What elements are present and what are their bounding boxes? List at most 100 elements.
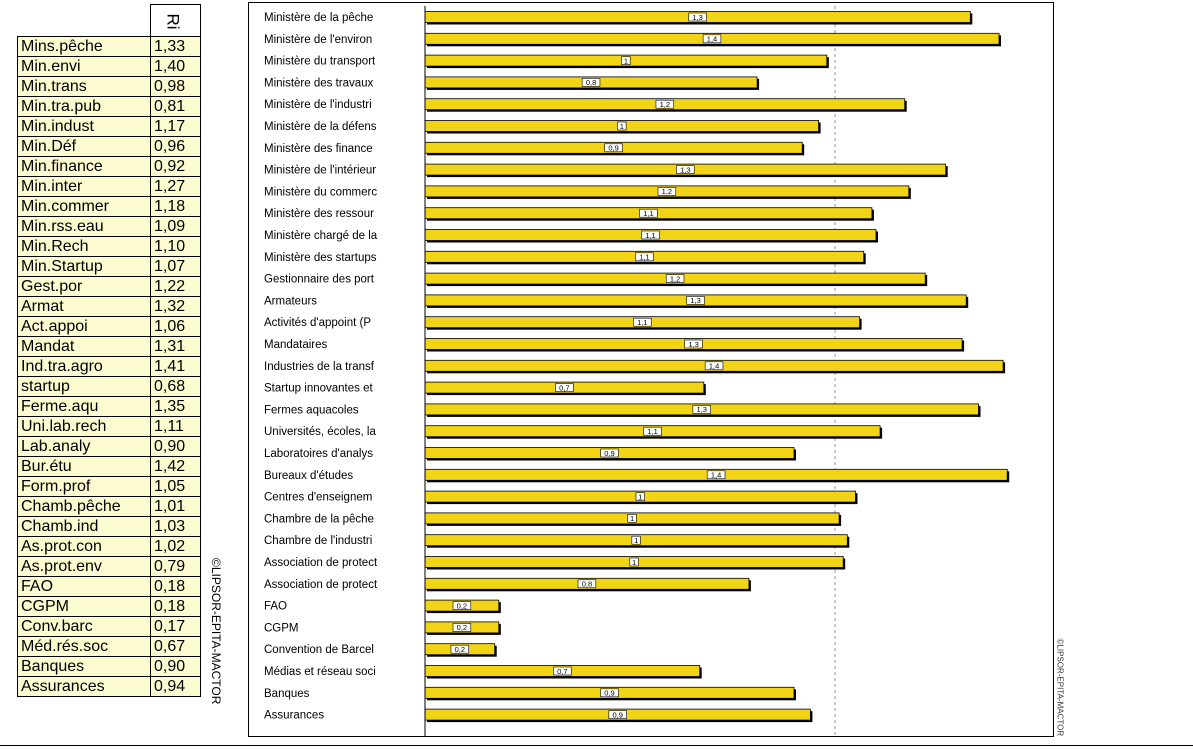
ri-actor-value: 1,22 <box>150 276 201 297</box>
ri-table-row: startup 0,68 <box>17 376 201 397</box>
category-label: Chambre de l'industri <box>264 535 372 547</box>
ri-actor-name: Min.Rech <box>17 236 151 257</box>
watermark-right: ©LIPSOR-EPITA-MACTOR <box>1045 638 1075 740</box>
ri-actor-name: CGPM <box>17 596 151 617</box>
category-label: Ministère de la défens <box>264 121 377 133</box>
ri-actor-value: 1,35 <box>150 396 201 417</box>
ri-table-row: Bur.étu 1,42 <box>17 456 201 477</box>
data-label-box <box>633 317 652 327</box>
ri-actor-value: 1,42 <box>150 456 201 477</box>
ri-actor-name: Gest.por <box>17 276 151 297</box>
ri-actor-value: 0,79 <box>150 556 201 577</box>
category-label: Ministère de la pêche <box>264 12 373 24</box>
ri-actor-name: Assurances <box>17 676 151 697</box>
data-label-box <box>635 252 654 262</box>
ri-actor-value: 0,67 <box>150 636 201 657</box>
ri-table-row: Min.inter 1,27 <box>17 176 201 197</box>
data-label-box <box>553 666 572 676</box>
data-label: 1,3 <box>697 405 707 414</box>
ri-actor-name: Méd.rés.soc <box>17 636 151 657</box>
ri-actor-name: Min.Startup <box>17 256 151 277</box>
data-label: 1,3 <box>690 296 700 305</box>
data-label-box <box>450 644 470 654</box>
data-label-box <box>600 448 619 458</box>
ri-actor-name: Chamb.pêche <box>17 496 151 517</box>
category-label: Mandataires <box>264 339 328 351</box>
data-label: 0,7 <box>557 667 567 676</box>
ri-table-header-row: Ri <box>17 4 201 37</box>
ri-table-body: Ri Mins.pêche 1,33 Min.envi 1,40 Min.trans 0,… <box>17 4 201 697</box>
category-label: Armateurs <box>264 295 317 307</box>
ri-table-row: Min.trans 0,98 <box>17 76 201 97</box>
data-label-box <box>704 361 724 371</box>
category-label: Ministère du commerc <box>264 186 377 198</box>
data-label-box <box>581 78 601 87</box>
ri-actor-value: 1,11 <box>150 416 201 437</box>
data-label: 1,3 <box>688 340 698 349</box>
data-label: 0,9 <box>604 449 614 458</box>
ri-actor-name: Min.indust <box>17 116 151 137</box>
ri-actor-value: 1,41 <box>150 356 201 377</box>
data-label: 1,1 <box>639 253 649 262</box>
category-label: Banques <box>264 688 310 700</box>
data-label: 1,2 <box>660 100 670 109</box>
ri-table-row: Banques 0,90 <box>17 656 201 677</box>
ri-actor-name: Min.envi <box>17 56 151 77</box>
data-label: 1 <box>624 56 628 65</box>
category-label: FAO <box>264 601 287 613</box>
category-label: Ministère des finance <box>264 143 373 155</box>
category-label: Ministère des startups <box>264 252 377 264</box>
ri-table-row: Form.prof 1,05 <box>17 476 201 497</box>
ri-actor-value: 0,68 <box>150 376 201 397</box>
data-label: 1,3 <box>680 165 690 174</box>
ri-table-row: Min.finance 0,92 <box>17 156 201 177</box>
category-label: Ministère de l'intérieur <box>264 165 376 177</box>
ri-actor-value: 1,05 <box>150 476 201 497</box>
ri-actor-name: Min.finance <box>17 156 151 177</box>
category-label: Association de protect <box>264 579 378 591</box>
ri-actor-name: Min.Déf <box>17 136 151 157</box>
data-label: 1,1 <box>647 427 657 436</box>
data-label: 1 <box>630 514 634 523</box>
data-label-box <box>657 187 677 196</box>
ri-actor-value: 0,18 <box>150 576 201 597</box>
ri-actor-value: 1,27 <box>150 176 201 197</box>
data-label-box <box>692 405 711 414</box>
category-label: Laboratoires d'analys <box>264 448 373 460</box>
ri-actor-value: 0,92 <box>150 156 201 177</box>
watermark-right-text: ©LIPSOR-EPITA-MACTOR <box>1055 638 1065 737</box>
data-label: 0,8 <box>586 78 596 87</box>
ri-table-row: CGPM 0,18 <box>17 596 201 617</box>
ri-actor-name: Lab.analy <box>17 436 151 457</box>
ri-actor-name: As.prot.env <box>17 556 151 577</box>
data-label-box <box>555 383 574 392</box>
ri-table-row: Mandat 1,31 <box>17 336 201 357</box>
data-label-box <box>641 230 660 240</box>
ri-table-row: Armat 1,32 <box>17 296 201 317</box>
data-label-box <box>631 535 641 545</box>
data-label-box <box>452 601 472 610</box>
data-label: 0,9 <box>604 689 614 698</box>
ri-actor-value: 1,06 <box>150 316 201 337</box>
category-label: Gestionnaire des port <box>264 274 375 286</box>
category-label: Centres d'enseignem <box>264 492 372 504</box>
data-label: 0,2 <box>457 623 467 632</box>
ri-actor-value: 0,90 <box>150 436 201 457</box>
category-label: Chambre de la pêche <box>264 513 374 525</box>
category-label: Universités, écoles, la <box>264 426 376 438</box>
data-label-box <box>639 208 658 218</box>
ri-actor-value: 1,10 <box>150 236 201 257</box>
ri-actor-value: 0,90 <box>150 656 201 677</box>
data-label-box <box>629 557 639 567</box>
data-label-box <box>665 274 685 283</box>
data-label: 1,4 <box>711 471 721 480</box>
ri-actor-value: 0,96 <box>150 136 201 157</box>
data-label: 0,2 <box>457 601 467 610</box>
ri-actor-name: Form.prof <box>17 476 151 497</box>
ri-actor-value: 0,81 <box>150 96 201 117</box>
ri-table-row: Assurances 0,94 <box>17 676 201 697</box>
ri-table-row: As.prot.env 0,79 <box>17 556 201 577</box>
ri-table-row: FAO 0,18 <box>17 576 201 597</box>
ri-actor-name: Ferme.aqu <box>17 396 151 417</box>
data-label: 1,2 <box>662 187 672 196</box>
